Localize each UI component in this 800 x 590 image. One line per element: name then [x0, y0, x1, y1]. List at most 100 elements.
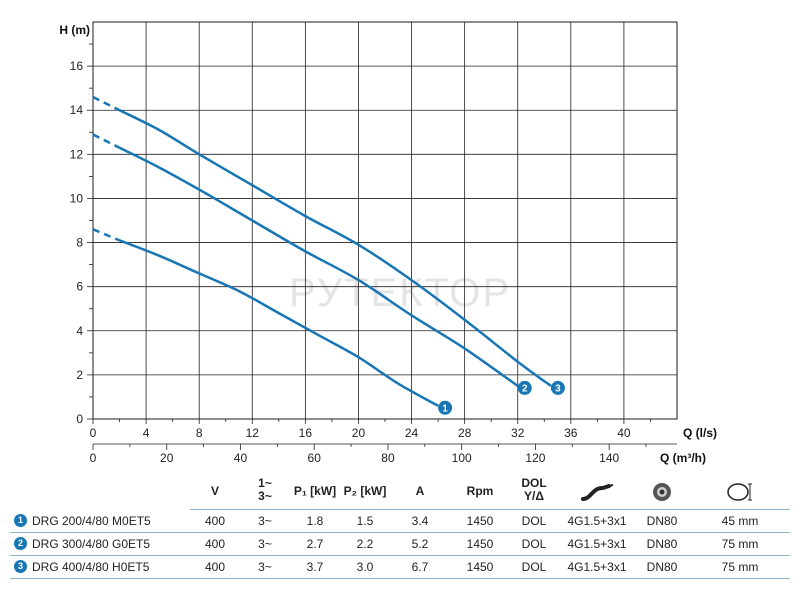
flange-icon	[640, 473, 684, 509]
axes	[87, 43, 677, 450]
header-a: A	[415, 484, 425, 498]
y-tick-label: 10	[70, 191, 84, 205]
row-number-badge: 1	[14, 514, 27, 528]
header-start-dol: DOL	[521, 476, 547, 490]
y-tick-label: 16	[70, 59, 84, 73]
cell-flange: DN80	[646, 537, 678, 551]
cell-passage: 75 mm	[721, 537, 759, 551]
row-number-badge: 3	[14, 560, 27, 574]
cell-flange: DN80	[646, 560, 678, 574]
x-tick-label: 28	[458, 426, 472, 440]
header-phase: 1~ 3~	[245, 473, 285, 513]
y-tick-label: 2	[76, 368, 83, 382]
grid	[92, 21, 678, 420]
cell-p1: 3.7	[306, 560, 324, 574]
y-tick-label: 6	[76, 280, 83, 294]
x2-tick-label: 140	[599, 451, 619, 465]
x-tick-label: 16	[299, 426, 313, 440]
model-name: 3 DRG 400/4/80 H0ET5	[14, 556, 194, 578]
x-axis-label: Q (l/s)	[683, 426, 717, 440]
table-row: 1 DRG 200/4/80 M0ET5 400 3~ 1.8 1.5 3.4 1…	[0, 510, 790, 532]
cell-rpm: 1450	[466, 560, 494, 574]
x2-tick-label: 100	[452, 451, 472, 465]
x-tick-label: 12	[246, 426, 260, 440]
table-row: 3 DRG 400/4/80 H0ET5 400 3~ 3.7 3.0 6.7 1…	[0, 556, 790, 578]
cell-rpm: 1450	[466, 537, 494, 551]
curve-2-dashed	[92, 133, 121, 149]
curve-marker-2	[517, 380, 532, 395]
cell-start: DOL	[521, 514, 547, 528]
row-divider	[10, 555, 790, 556]
cell-p2: 3.0	[356, 560, 374, 574]
cell-v: 400	[204, 537, 226, 551]
curve-marker-label: 2	[522, 383, 528, 394]
curve-3-dashed	[92, 95, 121, 112]
x-tick-label: 40	[617, 426, 631, 440]
x-tick-label: 4	[143, 426, 150, 440]
cell-a: 5.2	[411, 537, 429, 551]
x2-tick-label: 0	[90, 451, 97, 465]
y-tick-label: 0	[76, 412, 83, 426]
row-divider	[10, 532, 790, 533]
x2-tick-label: 20	[160, 451, 174, 465]
cell-rpm: 1450	[466, 514, 494, 528]
header-p2: P₂ [kW]	[343, 484, 387, 498]
y-tick-label: 14	[70, 103, 84, 117]
cell-start: DOL	[521, 537, 547, 551]
cell-start: DOL	[521, 560, 547, 574]
model-label: DRG 400/4/80 H0ET5	[32, 560, 150, 574]
cell-p2: 1.5	[356, 514, 374, 528]
x2-axis-label: Q (m³/h)	[660, 451, 706, 465]
cell-a: 3.4	[411, 514, 429, 528]
curve-1	[119, 239, 439, 407]
x2-tick-label: 80	[381, 451, 395, 465]
y-tick-label: 8	[76, 236, 83, 250]
curves: 1 2 3	[92, 95, 565, 415]
cell-cable: 4G1.5+3x1	[567, 537, 627, 551]
header-phase-3: 3~	[258, 489, 272, 503]
curve-marker-3	[550, 380, 565, 395]
y-tick-label: 4	[76, 324, 83, 338]
y-axis-label: H (m)	[59, 23, 90, 37]
row-number-badge: 2	[14, 537, 27, 551]
model-label: DRG 300/4/80 G0ET5	[32, 537, 151, 551]
cell-v: 400	[204, 514, 226, 528]
row-divider	[10, 578, 790, 579]
x-tick-label: 36	[564, 426, 578, 440]
cell-p2: 2.2	[356, 537, 374, 551]
cell-phase: 3~	[258, 514, 272, 528]
header-start: DOL Y/Δ	[512, 473, 556, 513]
header-rpm: Rpm	[466, 484, 494, 498]
header-divider	[190, 509, 790, 510]
x-tick-label: 8	[196, 426, 203, 440]
curve-3	[118, 109, 552, 387]
model-name: 2 DRG 300/4/80 G0ET5	[14, 533, 194, 555]
x-tick-label: 32	[511, 426, 525, 440]
table-row: 2 DRG 300/4/80 G0ET5 400 3~ 2.7 2.2 5.2 1…	[0, 533, 790, 555]
y-tick-label: 12	[70, 147, 84, 161]
cell-flange: DN80	[646, 514, 678, 528]
cell-a: 6.7	[411, 560, 429, 574]
header-phase-1: 1~	[258, 476, 272, 490]
header-p1: P₁ [kW]	[293, 484, 337, 498]
header-v: V	[210, 484, 219, 498]
x-tick-label: 24	[405, 426, 419, 440]
cell-phase: 3~	[258, 537, 272, 551]
curve-marker-1	[438, 400, 453, 415]
model-label: DRG 200/4/80 M0ET5	[32, 514, 151, 528]
x2-tick-label: 40	[234, 451, 248, 465]
curve-marker-label: 1	[442, 403, 448, 414]
cell-v: 400	[204, 560, 226, 574]
x2-tick-label: 120	[525, 451, 545, 465]
header-start-yd: Y/Δ	[524, 489, 544, 503]
cell-cable: 4G1.5+3x1	[567, 514, 627, 528]
curve-marker-label: 3	[555, 383, 561, 394]
spec-header-row: V 1~ 3~ P₁ [kW] P₂ [kW] A Rpm DOL Y/Δ	[0, 473, 790, 509]
cell-p1: 2.7	[306, 537, 324, 551]
x-tick-label: 20	[352, 426, 366, 440]
cable-icon	[572, 473, 622, 509]
free-passage-icon	[718, 473, 762, 509]
cell-p1: 1.8	[306, 514, 324, 528]
